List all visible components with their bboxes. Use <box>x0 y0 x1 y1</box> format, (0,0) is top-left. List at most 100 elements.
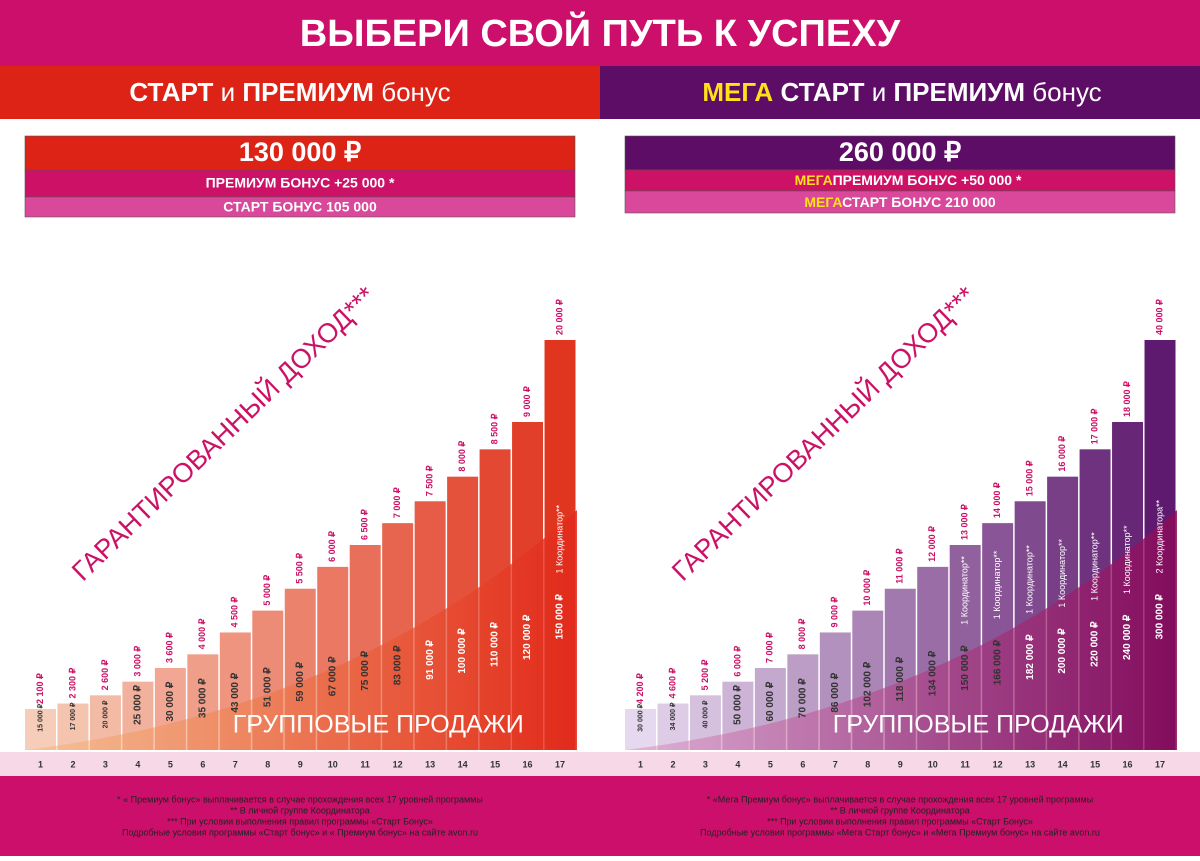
level-label: 1 <box>38 759 43 769</box>
sales-label: 60 000 ₽ <box>765 681 776 721</box>
level-label: 8 <box>265 759 270 769</box>
heading-word: бонус <box>381 77 450 107</box>
right-heading: МЕГА СТАРТ и ПРЕМИУМ бонус <box>702 77 1101 107</box>
level-label: 2 <box>670 759 675 769</box>
income-label: 5 000 ₽ <box>262 575 272 606</box>
income-label: 2 300 ₽ <box>67 668 77 699</box>
income-label: 3 000 ₽ <box>132 646 142 677</box>
level-label: 17 <box>555 759 565 769</box>
level-label: 17 <box>1155 759 1165 769</box>
income-label: 2 600 ₽ <box>100 659 110 690</box>
mega-prefix: МЕГА <box>795 172 833 188</box>
sales-label: 30 000 ₽ <box>636 703 644 731</box>
level-label: 4 <box>735 759 740 769</box>
bar <box>25 709 56 750</box>
sales-label: 220 000 ₽ <box>1090 621 1101 667</box>
income-label: 7 000 ₽ <box>765 632 775 663</box>
coordinator-note: 1 Координатор** <box>992 550 1002 619</box>
coordinator-note: 1 Координатор** <box>1025 545 1035 614</box>
heading-word: ПРЕМИУМ <box>893 77 1025 107</box>
income-label: 6 000 ₽ <box>732 646 742 677</box>
coordinator-note: 1 Координатор** <box>1057 539 1067 608</box>
level-label: 13 <box>1025 759 1035 769</box>
sales-label: 20 000 ₽ <box>101 700 109 728</box>
footnote: Подробные условия программы «Старт бонус… <box>122 827 478 837</box>
coordinator-note: 2 Координатора** <box>1154 499 1164 573</box>
total-box <box>24 135 576 171</box>
sales-label: 91 000 ₽ <box>425 639 436 679</box>
header-band <box>0 0 1200 66</box>
level-label: 6 <box>800 759 805 769</box>
level-label: 10 <box>928 759 938 769</box>
level-label: 11 <box>960 759 970 769</box>
premium-bonus: ПРЕМИУМ БОНУС +25 000 * <box>206 175 395 191</box>
income-label: 12 000 ₽ <box>927 526 937 562</box>
sales-label: 30 000 ₽ <box>165 681 176 721</box>
level-label: 12 <box>393 759 403 769</box>
sales-label: 110 000 ₽ <box>490 621 501 666</box>
level-label: 9 <box>298 759 303 769</box>
level-label: 3 <box>103 759 108 769</box>
sales-label: 166 000 ₽ <box>992 639 1003 685</box>
sales-label: 25 000 ₽ <box>133 685 144 725</box>
sales-label: 59 000 ₽ <box>295 661 306 701</box>
sales-label: 102 000 ₽ <box>862 661 873 707</box>
right-heading-band <box>600 66 1200 119</box>
footnote: ** В личной группе Координатора <box>230 805 370 815</box>
sales-label: 134 000 ₽ <box>927 650 938 696</box>
total-box <box>624 135 1176 171</box>
income-label: 7 500 ₽ <box>425 465 435 496</box>
income-label: 16 000 ₽ <box>1057 436 1067 472</box>
level-label: 16 <box>1123 759 1133 769</box>
income-label: 14 000 ₽ <box>992 482 1002 518</box>
total: 130 000 ₽ <box>239 137 361 167</box>
sales-caption: ГРУППОВЫЕ ПРОДАЖИ <box>233 711 524 739</box>
sales-label: 120 000 ₽ <box>522 614 533 660</box>
footer-band <box>0 776 1200 856</box>
sales-label: 67 000 ₽ <box>327 656 338 696</box>
sales-label: 150 000 ₽ <box>960 645 971 691</box>
income-label: 4 500 ₽ <box>230 596 240 627</box>
sales-label: 50 000 ₽ <box>733 685 744 725</box>
footnote: * «Мега Премиум бонус» выплачивается в с… <box>707 794 1093 804</box>
income-label: 8 000 ₽ <box>457 441 467 472</box>
sales-label: 75 000 ₽ <box>360 650 371 690</box>
level-label: 12 <box>993 759 1003 769</box>
income-label: 4 200 ₽ <box>635 673 645 704</box>
premium-bonus: МЕГАПРЕМИУМ БОНУС +50 000 * <box>795 172 1022 188</box>
sales-label: 51 000 ₽ <box>262 667 273 707</box>
sales-label: 43 000 ₽ <box>230 672 241 712</box>
income-label: 11 000 ₽ <box>895 548 905 584</box>
sales-curve <box>25 510 577 750</box>
sales-label: 150 000 ₽ <box>555 594 566 640</box>
heading-word: СТАРТ <box>129 77 213 107</box>
level-label: 13 <box>425 759 435 769</box>
income-label: 8 500 ₽ <box>489 413 499 444</box>
heading-word: СТАРТ <box>780 77 864 107</box>
income-label: 9 000 ₽ <box>522 386 532 417</box>
income-label: 5 500 ₽ <box>295 553 305 584</box>
income-label: 6 500 ₽ <box>360 509 370 540</box>
coordinator-note: 1 Координатор** <box>1122 525 1132 594</box>
income-label: 10 000 ₽ <box>862 570 872 606</box>
sales-label: 17 000 ₽ <box>69 702 77 730</box>
income-label: 4 600 ₽ <box>667 668 677 699</box>
level-label: 5 <box>768 759 773 769</box>
heading-word: бонус <box>1032 77 1101 107</box>
start-bonus: МЕГАСТАРТ БОНУС 210 000 <box>804 194 996 210</box>
level-label: 8 <box>865 759 870 769</box>
income-label: 4 000 ₽ <box>197 618 207 649</box>
level-label: 7 <box>833 759 838 769</box>
premium-text: ПРЕМИУМ БОНУС +50 000 * <box>833 172 1022 188</box>
income-label: 6 000 ₽ <box>327 531 337 562</box>
income-label: 40 000 ₽ <box>1154 299 1164 335</box>
mega-prefix: МЕГА <box>804 194 842 210</box>
income-label: 18 000 ₽ <box>1122 381 1132 417</box>
level-label: 11 <box>360 759 370 769</box>
level-label: 3 <box>703 759 708 769</box>
premium-box <box>24 169 576 198</box>
sales-label: 34 000 ₽ <box>669 702 677 730</box>
income-label: 8 000 ₽ <box>797 618 807 649</box>
level-label: 7 <box>233 759 238 769</box>
